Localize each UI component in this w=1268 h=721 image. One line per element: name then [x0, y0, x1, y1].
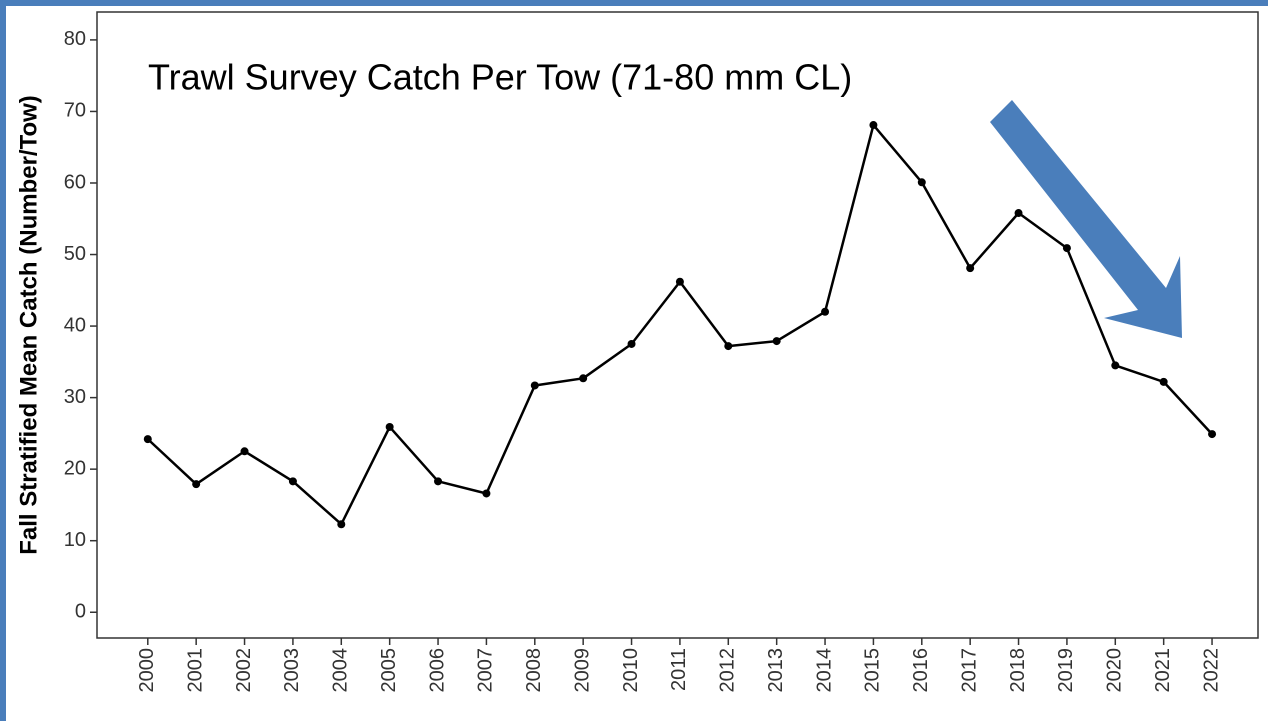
data-point [1159, 377, 1168, 386]
y-tick-label: 0 [75, 601, 86, 623]
data-point [288, 477, 297, 486]
x-tick-label: 2002 [233, 648, 255, 693]
data-point [966, 264, 975, 273]
y-tick-label: 80 [64, 28, 86, 50]
y-axis-label: Fall Stratified Mean Catch (Number/Tow) [15, 95, 42, 555]
x-tick-label: 2000 [136, 648, 158, 693]
y-tick-label: 30 [64, 386, 86, 408]
data-point [772, 337, 781, 346]
data-point [579, 374, 588, 383]
x-tick-label: 2016 [910, 648, 932, 693]
data-point [724, 342, 733, 351]
data-point [192, 480, 201, 489]
data-point [917, 178, 926, 187]
frame-top [0, 0, 1268, 6]
y-tick-label: 70 [64, 100, 86, 122]
x-tick-label: 2006 [426, 648, 448, 693]
data-point [627, 339, 636, 348]
chart-title: Trawl Survey Catch Per Tow (71-80 mm CL) [148, 57, 852, 98]
x-tick-label: 2001 [184, 648, 206, 693]
data-point [1014, 209, 1023, 218]
x-tick-label: 2018 [1007, 648, 1029, 693]
x-tick-label: 2005 [378, 648, 400, 693]
data-point [240, 447, 249, 456]
x-tick-label: 2009 [571, 648, 593, 693]
data-point [1111, 361, 1120, 370]
y-tick-label: 10 [64, 529, 86, 551]
x-tick-label: 2011 [668, 648, 690, 691]
data-point [434, 477, 443, 486]
data-point [482, 489, 491, 498]
data-point [675, 277, 684, 286]
data-point [821, 307, 830, 316]
x-tick-label: 2007 [475, 648, 497, 693]
data-point [530, 381, 539, 390]
x-tick-label: 2003 [281, 648, 303, 693]
x-tick-label: 2017 [958, 648, 980, 693]
x-tick-label: 2010 [620, 648, 642, 693]
plot-frame [96, 11, 1259, 639]
frame-left [0, 0, 6, 721]
x-tick-label: 2021 [1152, 648, 1174, 693]
x-tick-label: 2013 [765, 648, 787, 693]
data-point [869, 121, 878, 130]
x-tick-label: 2020 [1104, 648, 1126, 693]
data-point [143, 435, 152, 444]
data-point [337, 520, 346, 529]
trend-arrow [990, 100, 1182, 338]
data-point [1208, 430, 1217, 439]
x-tick-label: 2004 [330, 648, 352, 693]
x-tick-label: 2014 [813, 648, 835, 693]
data-point [1062, 244, 1071, 253]
y-tick-label: 50 [64, 243, 86, 265]
data-point [385, 422, 394, 431]
y-tick-label: 40 [64, 314, 86, 336]
x-tick-label: 2008 [523, 648, 545, 693]
x-tick-label: 2022 [1200, 648, 1222, 693]
x-tick-label: 2015 [862, 648, 884, 693]
x-tick-label: 2012 [717, 648, 739, 693]
y-tick-label: 20 [64, 457, 86, 479]
y-tick-label: 60 [64, 171, 86, 193]
x-tick-label: 2019 [1055, 648, 1077, 693]
